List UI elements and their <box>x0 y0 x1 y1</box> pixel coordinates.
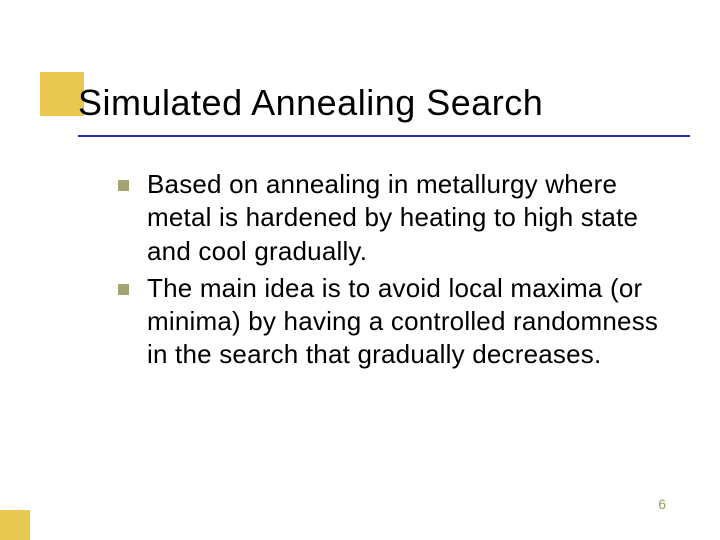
square-bullet-icon <box>118 284 129 295</box>
title-container: Simulated Annealing Search <box>78 82 680 124</box>
list-item: Based on annealing in metallurgy where m… <box>118 168 670 268</box>
bullet-text: Based on annealing in metallurgy where m… <box>147 168 670 268</box>
slide-title: Simulated Annealing Search <box>78 82 680 124</box>
bullet-text: The main idea is to avoid local maxima (… <box>147 272 670 372</box>
bullet-list: Based on annealing in metallurgy where m… <box>118 168 670 376</box>
accent-square-bottom <box>0 510 30 540</box>
page-number: 6 <box>658 496 666 512</box>
title-underline <box>78 135 690 137</box>
list-item: The main idea is to avoid local maxima (… <box>118 272 670 372</box>
square-bullet-icon <box>118 180 129 191</box>
